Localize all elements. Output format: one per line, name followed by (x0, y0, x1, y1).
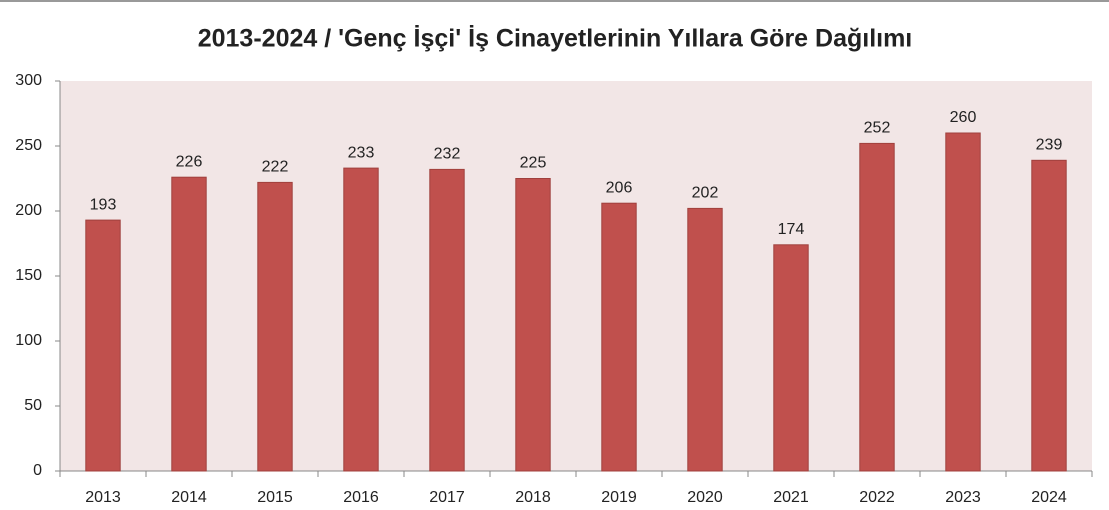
data-label: 260 (950, 109, 977, 126)
bar (429, 168, 465, 472)
y-tick-label: 200 (15, 202, 42, 219)
data-label: 232 (434, 146, 461, 163)
x-tick-label: 2024 (1031, 489, 1067, 506)
data-label: 174 (778, 221, 805, 238)
x-tick-label: 2017 (429, 489, 465, 506)
x-tick-label: 2015 (257, 489, 293, 506)
bar (515, 178, 551, 472)
bar (601, 202, 637, 472)
data-label: 202 (692, 185, 719, 202)
x-tick-label: 2018 (515, 489, 551, 506)
bar (687, 207, 723, 472)
x-tick-label: 2020 (687, 489, 723, 506)
data-label: 193 (90, 196, 117, 213)
y-tick-label: 250 (15, 137, 42, 154)
y-tick-label: 0 (33, 462, 42, 479)
bar (1031, 159, 1067, 472)
x-tick-label: 2013 (85, 489, 121, 506)
bar (85, 219, 121, 472)
bar (945, 132, 981, 472)
data-label: 239 (1036, 137, 1063, 154)
x-tick-label: 2014 (171, 489, 207, 506)
bar (171, 176, 207, 472)
data-label: 206 (606, 179, 633, 196)
x-tick-label: 2019 (601, 489, 637, 506)
data-label: 225 (520, 155, 547, 172)
data-label: 226 (176, 153, 203, 170)
y-tick-label: 50 (24, 397, 42, 414)
bar (859, 142, 895, 472)
y-tick-label: 150 (15, 267, 42, 284)
x-tick-label: 2016 (343, 489, 379, 506)
bar (343, 167, 379, 472)
plot-area (60, 81, 1092, 471)
y-tick-label: 300 (15, 72, 42, 89)
x-tick-label: 2022 (859, 489, 895, 506)
data-label: 222 (262, 159, 289, 176)
bar (773, 244, 809, 472)
y-tick-label: 100 (15, 332, 42, 349)
x-tick-label: 2023 (945, 489, 981, 506)
x-tick-label: 2021 (773, 489, 809, 506)
data-label: 252 (864, 120, 891, 137)
data-label: 233 (348, 144, 375, 161)
chart-title: 2013-2024 / 'Genç İşçi' İş Cinayetlerini… (198, 25, 913, 53)
bar (257, 181, 293, 472)
